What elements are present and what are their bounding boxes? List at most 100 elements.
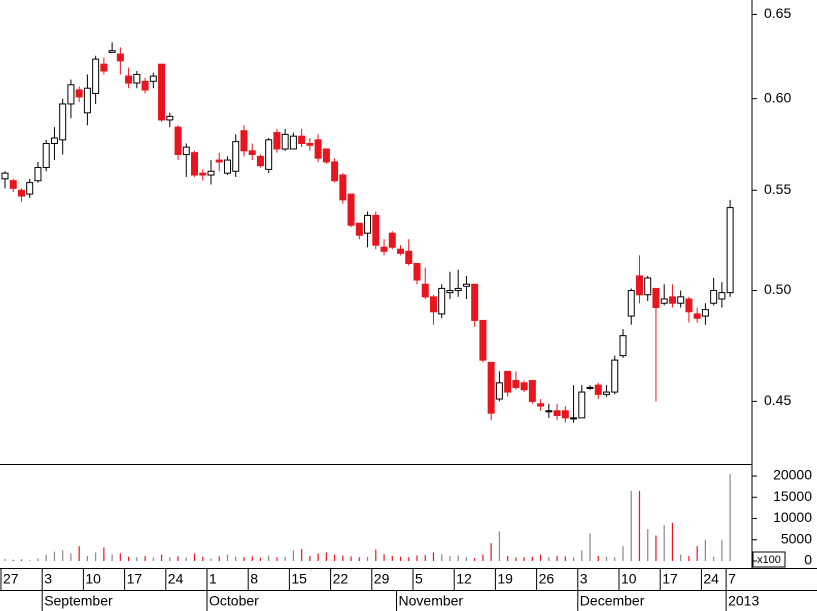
candle-body <box>668 296 676 304</box>
candle-body <box>701 309 709 317</box>
candle-body <box>306 142 314 146</box>
x-tick-label: 10 <box>85 571 101 587</box>
month-label: 2013 <box>728 593 759 609</box>
candle-body <box>347 193 355 226</box>
y-tick-label: 0.45 <box>764 392 791 408</box>
candle-body <box>429 296 437 313</box>
candle-body <box>462 283 470 287</box>
candle-body <box>644 277 652 296</box>
y-tick-label: 10000 <box>773 509 812 525</box>
x-tick-label: 7 <box>728 571 736 587</box>
candle-body <box>314 139 322 159</box>
x-tick-label: 22 <box>333 571 349 587</box>
candle-body <box>232 141 240 172</box>
candle-body <box>438 287 446 315</box>
month-label: December <box>580 593 645 609</box>
candle-body <box>215 159 223 163</box>
candle-body <box>149 75 157 82</box>
candle-body <box>141 80 149 91</box>
y-tick-label: 15000 <box>773 488 812 504</box>
candle-body <box>388 232 396 248</box>
candle-body <box>108 50 116 53</box>
candle-body <box>570 417 578 420</box>
unit-box <box>752 551 786 568</box>
candle-body <box>487 361 495 414</box>
candle-body <box>100 63 108 72</box>
candle-body <box>635 275 643 296</box>
x-tick-label: 12 <box>456 571 472 587</box>
month-label: October <box>209 593 259 609</box>
candle-body <box>454 287 462 292</box>
x-tick-label: 8 <box>250 571 258 587</box>
candle-body <box>446 290 454 294</box>
y-tick-label: 5000 <box>781 530 812 546</box>
candle-body <box>553 410 561 417</box>
candle-body <box>603 391 611 395</box>
candle-body <box>166 115 174 121</box>
y-tick-label: 0.60 <box>764 89 791 105</box>
candle-body <box>83 87 91 114</box>
x-tick-label: 10 <box>621 571 637 587</box>
candle-body <box>42 142 50 169</box>
candle-body <box>339 174 347 201</box>
candle-body <box>627 290 635 317</box>
candle-body <box>578 391 586 419</box>
x-tick-label: 27 <box>3 571 19 587</box>
candle-body <box>281 133 289 150</box>
candle-body <box>520 382 528 391</box>
candle-body <box>182 146 190 156</box>
candle-body <box>726 207 734 294</box>
x-tick-label: 24 <box>703 571 719 587</box>
candle-body <box>586 386 594 389</box>
candle-body <box>619 335 627 357</box>
candle-body <box>116 53 124 62</box>
candle-body <box>298 135 306 144</box>
candle-body <box>421 283 429 298</box>
candle-body <box>322 148 330 163</box>
candle-body <box>223 159 231 174</box>
candle-body <box>240 130 248 152</box>
candle-body <box>248 150 256 156</box>
volume-unit: x100 <box>757 554 781 566</box>
x-tick-label: 3 <box>580 571 588 587</box>
x-tick-label: 29 <box>374 571 390 587</box>
candle-body <box>1 172 9 180</box>
x-tick-label: 17 <box>127 571 143 587</box>
candle-body <box>512 380 520 388</box>
candle-body <box>191 152 199 176</box>
month-label: November <box>399 593 464 609</box>
candle-body <box>207 170 215 176</box>
candle-body <box>34 167 42 182</box>
candle-body <box>125 75 133 84</box>
candle-body <box>495 382 503 400</box>
candle-body <box>289 135 297 150</box>
candle-body <box>174 126 182 156</box>
candle-body <box>652 287 660 308</box>
x-tick-label: 15 <box>291 571 307 587</box>
candle-body <box>561 410 569 419</box>
candle-body <box>413 263 421 281</box>
y-tick-label: 0.50 <box>764 281 791 297</box>
y-tick-label: 0 <box>804 552 812 568</box>
candle-body <box>693 313 701 319</box>
candle-body <box>594 384 602 395</box>
candle-body <box>545 410 553 413</box>
candle-body <box>133 73 141 84</box>
y-tick-label: 20000 <box>773 467 812 483</box>
candle-body <box>75 89 83 98</box>
candle-body <box>331 161 339 182</box>
y-tick-label: 0.55 <box>764 181 791 197</box>
x-tick-label: 26 <box>539 571 555 587</box>
month-label: September <box>44 593 113 609</box>
candle-body <box>660 298 668 304</box>
candle-body <box>372 214 380 246</box>
candle-body <box>504 370 512 393</box>
candle-body <box>710 290 718 304</box>
candle-body <box>17 189 25 197</box>
candle-body <box>677 296 685 304</box>
candle-body <box>355 222 363 236</box>
candle-body <box>479 319 487 361</box>
candle-body <box>471 283 479 321</box>
x-tick-label: 3 <box>44 571 52 587</box>
